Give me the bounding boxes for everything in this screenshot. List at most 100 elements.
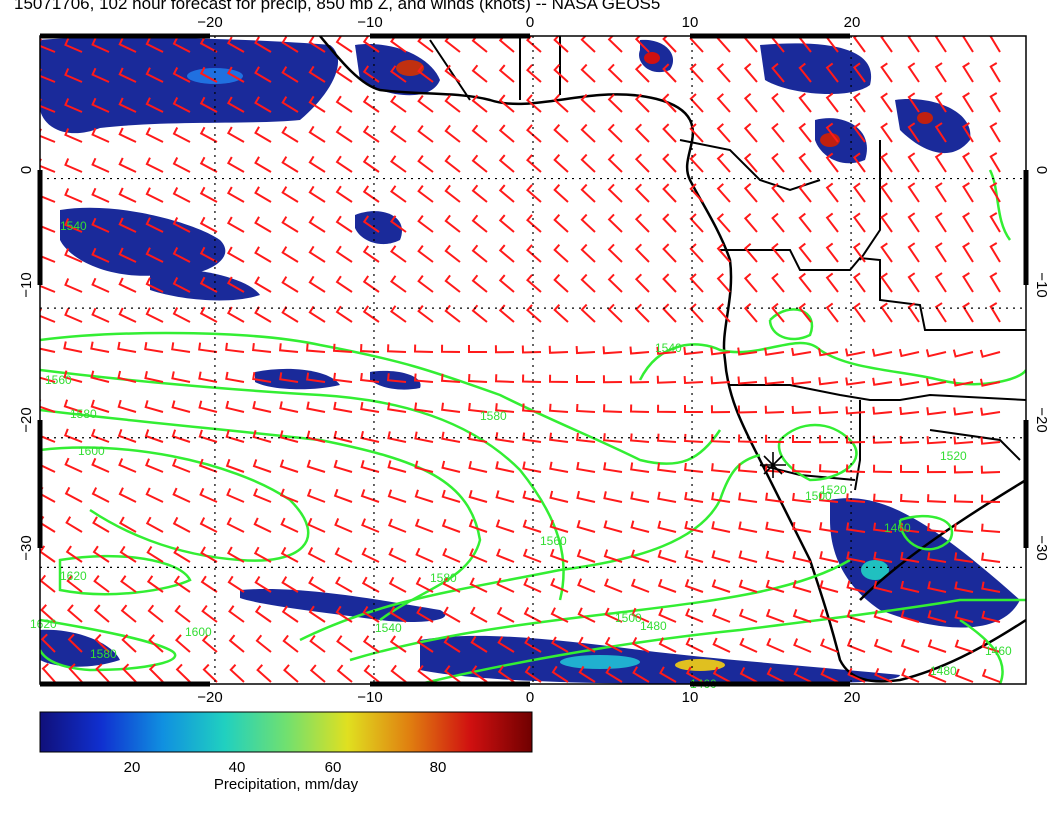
wind-barb [526,214,542,233]
wind-barb [880,122,893,143]
wind-barb [603,491,623,503]
wind-barb [658,637,677,653]
wind-barb [873,522,893,533]
wind-barb [254,575,272,593]
wind-barb [658,607,677,623]
wind-barb [873,580,893,593]
wind-barb [981,552,1001,563]
wind-barb [64,68,83,83]
lon-tick-bottom: −20 [197,689,222,706]
wind-barb [953,436,974,445]
wind-barb [980,465,1001,474]
wind-barb [360,489,380,503]
wind-barb [962,152,974,173]
contour-label: 1540 [655,341,682,355]
wind-barb [118,187,137,203]
wind-barb [118,247,137,263]
wind-barb [907,212,920,233]
wind-barb [684,491,704,503]
wind-barb [580,93,596,113]
wind-barb [798,152,812,173]
wind-barb [444,665,461,683]
wind-barb [199,156,218,173]
wind-barb [390,65,407,83]
wind-barb [199,487,218,503]
wind-barb [632,666,650,683]
wind-barb [526,124,542,143]
lon-tick-bottom: 20 [844,689,861,706]
wind-barb [846,551,866,563]
wind-barb [118,277,137,293]
wind-barb [954,610,974,623]
wind-barb [852,242,866,263]
wind-barb [443,606,461,623]
wind-barb [521,403,542,413]
wind-barb [825,62,839,83]
wind-barb [737,347,758,356]
wind-barb [281,66,299,83]
wind-barb [308,36,326,53]
wind-barb [684,520,704,533]
lon-tick-bottom: −10 [357,689,382,706]
wind-barb [306,459,326,473]
wind-barb [711,550,731,563]
wind-barb [954,639,974,653]
wind-barb [819,551,839,563]
wind-barb [899,435,920,444]
wind-barb [926,407,947,416]
precipitation-colorbar: 20 40 60 80 Precipitation, mm/day [39,711,533,793]
wind-barb [68,663,83,683]
wind-barb [413,373,434,383]
wind-barb [309,664,326,683]
wind-barb [934,122,947,143]
wind-barb [308,185,326,203]
wind-barb [872,464,893,473]
wind-barb [819,580,839,593]
wind-barb [64,188,83,203]
lon-tick-top: −20 [197,14,222,31]
wind-barb [683,375,704,385]
wind-barb [498,64,515,83]
wind-barb [172,516,191,533]
wind-barb [387,489,407,503]
wind-barb [415,577,434,593]
wind-barb [825,212,839,233]
wind-barb [362,245,380,263]
wind-barb [873,609,893,623]
wind-barb [468,519,488,533]
wind-barb [934,182,947,203]
lat-lon-grid [40,36,1026,684]
wind-barb [335,576,353,593]
contour-label: 1620 [30,617,57,631]
lat-tick-left: −30 [18,535,35,560]
wind-barb [792,492,812,503]
wind-barb [634,123,650,143]
wind-barb [278,343,299,353]
wind-barb [689,273,704,293]
wind-barb [281,605,299,623]
lat-tick-right: −30 [1033,535,1050,560]
wind-barb [630,520,650,533]
wind-barb [989,122,1001,143]
wind-barb [229,663,245,683]
wind-barb [980,407,1001,416]
wind-barb [764,434,785,443]
wind-barb [553,274,569,293]
wind-barb [798,122,812,143]
wind-barb [523,577,542,593]
wind-barb [846,609,866,623]
wind-barb [764,376,785,385]
wind-barb [416,606,434,623]
wind-barb [907,62,920,83]
wind-barb [498,124,515,143]
wind-barb [147,604,164,623]
wind-barb [846,638,866,653]
wind-barb [172,67,191,83]
wind-barb [852,182,866,203]
wind-barb [716,303,731,323]
wind-barb [362,305,380,323]
wind-barb [979,378,1001,387]
wind-barb [308,245,326,263]
wind-barb [738,521,758,533]
wind-barb [63,399,83,413]
